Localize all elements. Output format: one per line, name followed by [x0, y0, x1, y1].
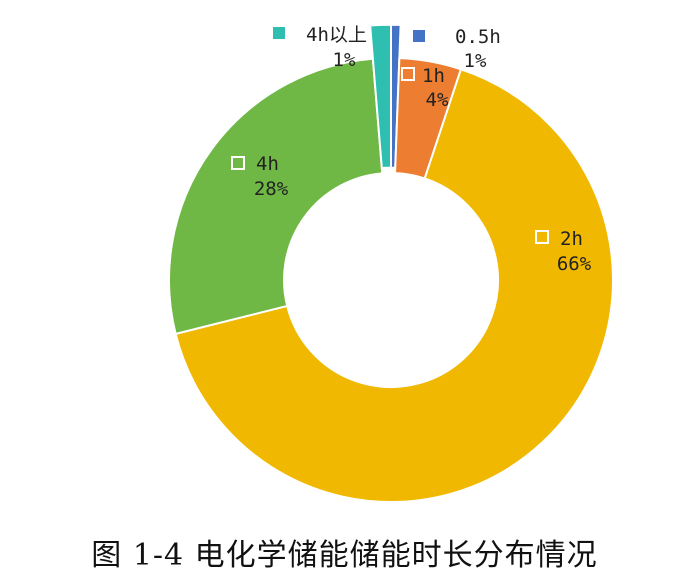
- percent-label-4h-plus: 1%: [333, 49, 356, 71]
- percent-label-4h: 28%: [254, 178, 289, 200]
- legend-key-2h: [535, 230, 549, 244]
- legend-key-4h: [231, 156, 245, 170]
- legend-key-4h-plus: [273, 27, 285, 39]
- data-label-1h: 1h: [422, 65, 445, 87]
- data-label-4h-plus: 4h以上: [306, 24, 367, 46]
- slice-4h-plus: [369, 23, 392, 170]
- data-label-2h: 2h: [560, 228, 583, 250]
- legend-key-0-5h: [413, 30, 425, 42]
- percent-label-0-5h: 1%: [464, 50, 487, 72]
- percent-label-1h: 4%: [426, 89, 449, 111]
- data-label-4h: 4h: [256, 153, 279, 175]
- slice-4h: [168, 57, 384, 336]
- legend-key-1h: [401, 67, 415, 81]
- figure-caption: 图 1-4 电化学储能储能时长分布情况: [91, 538, 598, 573]
- slice-2h: [174, 68, 614, 503]
- data-label-0-5h: 0.5h: [455, 26, 501, 48]
- percent-label-2h: 66%: [557, 253, 592, 275]
